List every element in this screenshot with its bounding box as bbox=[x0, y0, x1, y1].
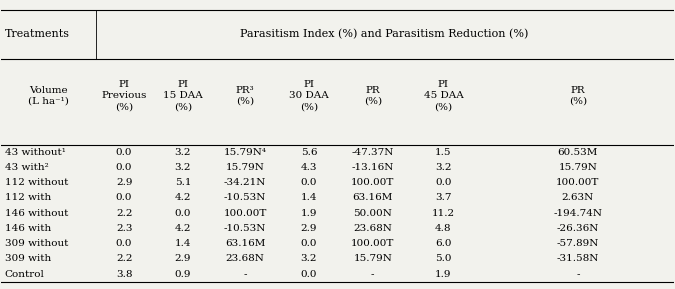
Text: PR
(%): PR (%) bbox=[569, 86, 587, 106]
Text: 15.79N: 15.79N bbox=[558, 163, 597, 172]
Text: 0.0: 0.0 bbox=[300, 270, 317, 279]
Text: 63.16M: 63.16M bbox=[225, 239, 265, 248]
Text: 3.2: 3.2 bbox=[300, 255, 317, 264]
Text: -13.16N: -13.16N bbox=[352, 163, 394, 172]
Text: 2.63N: 2.63N bbox=[562, 193, 594, 202]
Text: Treatments: Treatments bbox=[5, 29, 70, 39]
Text: 3.7: 3.7 bbox=[435, 193, 452, 202]
Text: PI
45 DAA
(%): PI 45 DAA (%) bbox=[423, 80, 463, 112]
Text: 2.3: 2.3 bbox=[116, 224, 132, 233]
Text: -: - bbox=[576, 270, 580, 279]
Text: -57.89N: -57.89N bbox=[557, 239, 599, 248]
Text: 2.2: 2.2 bbox=[116, 255, 132, 264]
Text: 3.2: 3.2 bbox=[175, 148, 191, 157]
Text: 100.00T: 100.00T bbox=[556, 178, 599, 187]
Text: PI
30 DAA
(%): PI 30 DAA (%) bbox=[289, 80, 329, 112]
Text: 0.0: 0.0 bbox=[300, 178, 317, 187]
Text: -: - bbox=[243, 270, 247, 279]
Text: 4.8: 4.8 bbox=[435, 224, 452, 233]
Text: 3.2: 3.2 bbox=[175, 163, 191, 172]
Text: 1.4: 1.4 bbox=[175, 239, 191, 248]
Text: -26.36N: -26.36N bbox=[557, 224, 599, 233]
Text: 1.9: 1.9 bbox=[435, 270, 452, 279]
Text: 100.00T: 100.00T bbox=[223, 209, 267, 218]
Text: 6.0: 6.0 bbox=[435, 239, 452, 248]
Text: 2.9: 2.9 bbox=[116, 178, 132, 187]
Text: 309 without: 309 without bbox=[5, 239, 68, 248]
Text: 23.68N: 23.68N bbox=[353, 224, 392, 233]
Text: Control: Control bbox=[5, 270, 45, 279]
Text: PR³
(%): PR³ (%) bbox=[236, 86, 254, 106]
Text: 0.0: 0.0 bbox=[116, 148, 132, 157]
Text: -47.37N: -47.37N bbox=[352, 148, 394, 157]
Text: 112 with: 112 with bbox=[5, 193, 51, 202]
Text: 4.3: 4.3 bbox=[300, 163, 317, 172]
Text: 3.8: 3.8 bbox=[116, 270, 132, 279]
Text: 5.0: 5.0 bbox=[435, 255, 452, 264]
Text: 100.00T: 100.00T bbox=[351, 239, 394, 248]
Text: 0.0: 0.0 bbox=[116, 193, 132, 202]
Text: 0.0: 0.0 bbox=[435, 178, 452, 187]
Text: 1.5: 1.5 bbox=[435, 148, 452, 157]
Text: 0.0: 0.0 bbox=[116, 239, 132, 248]
Text: 1.9: 1.9 bbox=[300, 209, 317, 218]
Text: 60.53M: 60.53M bbox=[558, 148, 598, 157]
Text: 309 with: 309 with bbox=[5, 255, 51, 264]
Text: 0.0: 0.0 bbox=[175, 209, 191, 218]
Text: PR
(%): PR (%) bbox=[364, 86, 382, 106]
Text: 0.0: 0.0 bbox=[300, 239, 317, 248]
Text: -31.58N: -31.58N bbox=[557, 255, 599, 264]
Text: 15.79N: 15.79N bbox=[225, 163, 265, 172]
Text: -10.53N: -10.53N bbox=[224, 193, 266, 202]
Text: Volume
(L ha⁻¹): Volume (L ha⁻¹) bbox=[28, 86, 69, 106]
Text: 11.2: 11.2 bbox=[432, 209, 455, 218]
Text: PI
15 DAA
(%): PI 15 DAA (%) bbox=[163, 80, 202, 112]
Text: 43 with²: 43 with² bbox=[5, 163, 49, 172]
Text: 146 with: 146 with bbox=[5, 224, 51, 233]
Text: 5.6: 5.6 bbox=[300, 148, 317, 157]
Text: 15.79N: 15.79N bbox=[353, 255, 392, 264]
Text: 0.9: 0.9 bbox=[175, 270, 191, 279]
Text: PI
Previous
(%): PI Previous (%) bbox=[101, 80, 146, 112]
Text: -: - bbox=[371, 270, 375, 279]
Text: -10.53N: -10.53N bbox=[224, 224, 266, 233]
Text: 43 without¹: 43 without¹ bbox=[5, 148, 65, 157]
Text: 3.2: 3.2 bbox=[435, 163, 452, 172]
Text: 4.2: 4.2 bbox=[175, 193, 191, 202]
Text: 2.9: 2.9 bbox=[175, 255, 191, 264]
Text: 146 without: 146 without bbox=[5, 209, 68, 218]
Text: 1.4: 1.4 bbox=[300, 193, 317, 202]
Text: -194.74N: -194.74N bbox=[554, 209, 602, 218]
Text: 50.00N: 50.00N bbox=[353, 209, 392, 218]
Text: Parasitism Index (%) and Parasitism Reduction (%): Parasitism Index (%) and Parasitism Redu… bbox=[240, 29, 529, 40]
Text: 4.2: 4.2 bbox=[175, 224, 191, 233]
Text: 112 without: 112 without bbox=[5, 178, 68, 187]
Text: 2.2: 2.2 bbox=[116, 209, 132, 218]
Text: 5.1: 5.1 bbox=[175, 178, 191, 187]
Text: 23.68N: 23.68N bbox=[225, 255, 265, 264]
Text: -34.21N: -34.21N bbox=[224, 178, 266, 187]
Text: 0.0: 0.0 bbox=[116, 163, 132, 172]
Text: 15.79N⁴: 15.79N⁴ bbox=[223, 148, 267, 157]
Text: 63.16M: 63.16M bbox=[352, 193, 393, 202]
Text: 100.00T: 100.00T bbox=[351, 178, 394, 187]
Text: 2.9: 2.9 bbox=[300, 224, 317, 233]
